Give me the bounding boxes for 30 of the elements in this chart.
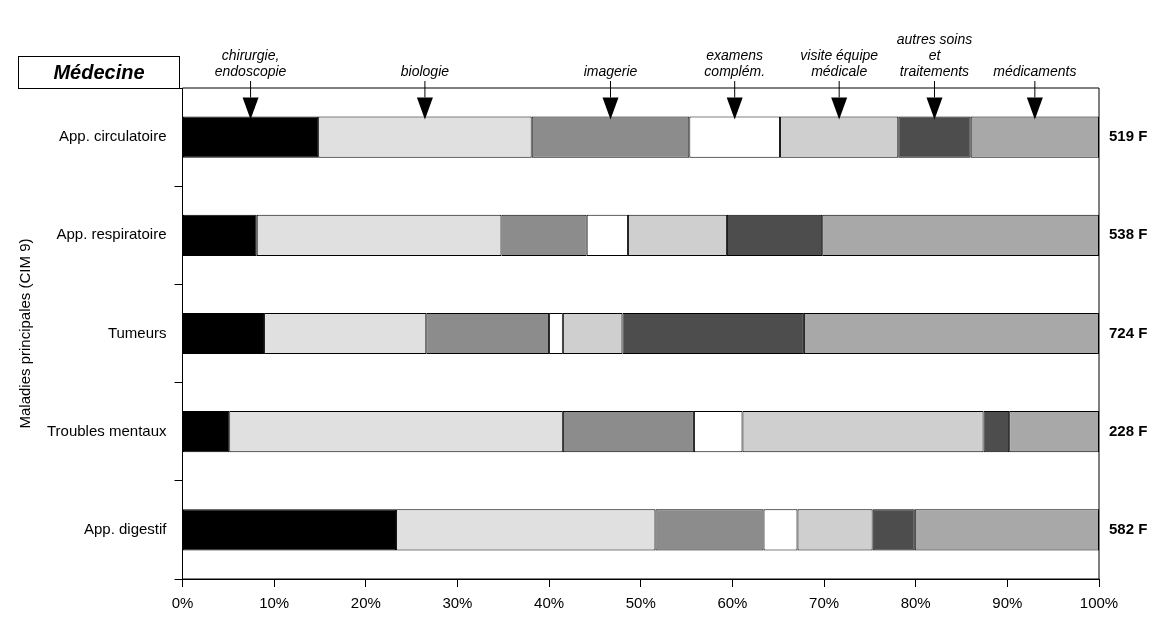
text: 228 F — [1109, 421, 1148, 439]
x-tick-label: 90% — [992, 594, 1023, 612]
chart-title: Médecine — [18, 56, 180, 89]
x-tick-label: 70% — [809, 594, 840, 612]
text: imagerie — [583, 63, 638, 79]
y-axis-title: Maladies principales (CIM 9) — [16, 238, 34, 429]
x-tick-label: 20% — [350, 594, 381, 612]
x-tick-label: 80% — [900, 594, 931, 612]
text: 724 F — [1109, 323, 1148, 341]
text: biologie — [400, 63, 450, 79]
x-tick-label: 60% — [717, 594, 748, 612]
y-tick-label: App. circulatoire — [58, 127, 167, 145]
x-tick-label: 40% — [534, 594, 565, 612]
y-tick-label: Troubles mentaux — [46, 421, 167, 439]
text: examens complém. — [704, 47, 766, 79]
text: 519 F — [1109, 127, 1148, 145]
text: 582 F — [1109, 520, 1148, 538]
text: visite équipe médicale — [800, 47, 879, 79]
y-tick-label: Tumeurs — [107, 323, 167, 341]
x-tick-label: 30% — [442, 594, 473, 612]
y-tick-label: App. digestif — [83, 520, 168, 538]
text: 538 F — [1109, 225, 1148, 243]
text: autres soins et traitements — [896, 31, 973, 79]
text: médicaments — [993, 63, 1077, 79]
x-tick-label: 100% — [1079, 594, 1119, 612]
text: chirurgie, endoscopie — [214, 47, 287, 79]
y-tick-label: App. respiratoire — [56, 225, 167, 243]
x-tick-label: 10% — [259, 594, 290, 612]
x-tick-label: 0% — [171, 594, 194, 612]
x-tick-label: 50% — [625, 594, 656, 612]
